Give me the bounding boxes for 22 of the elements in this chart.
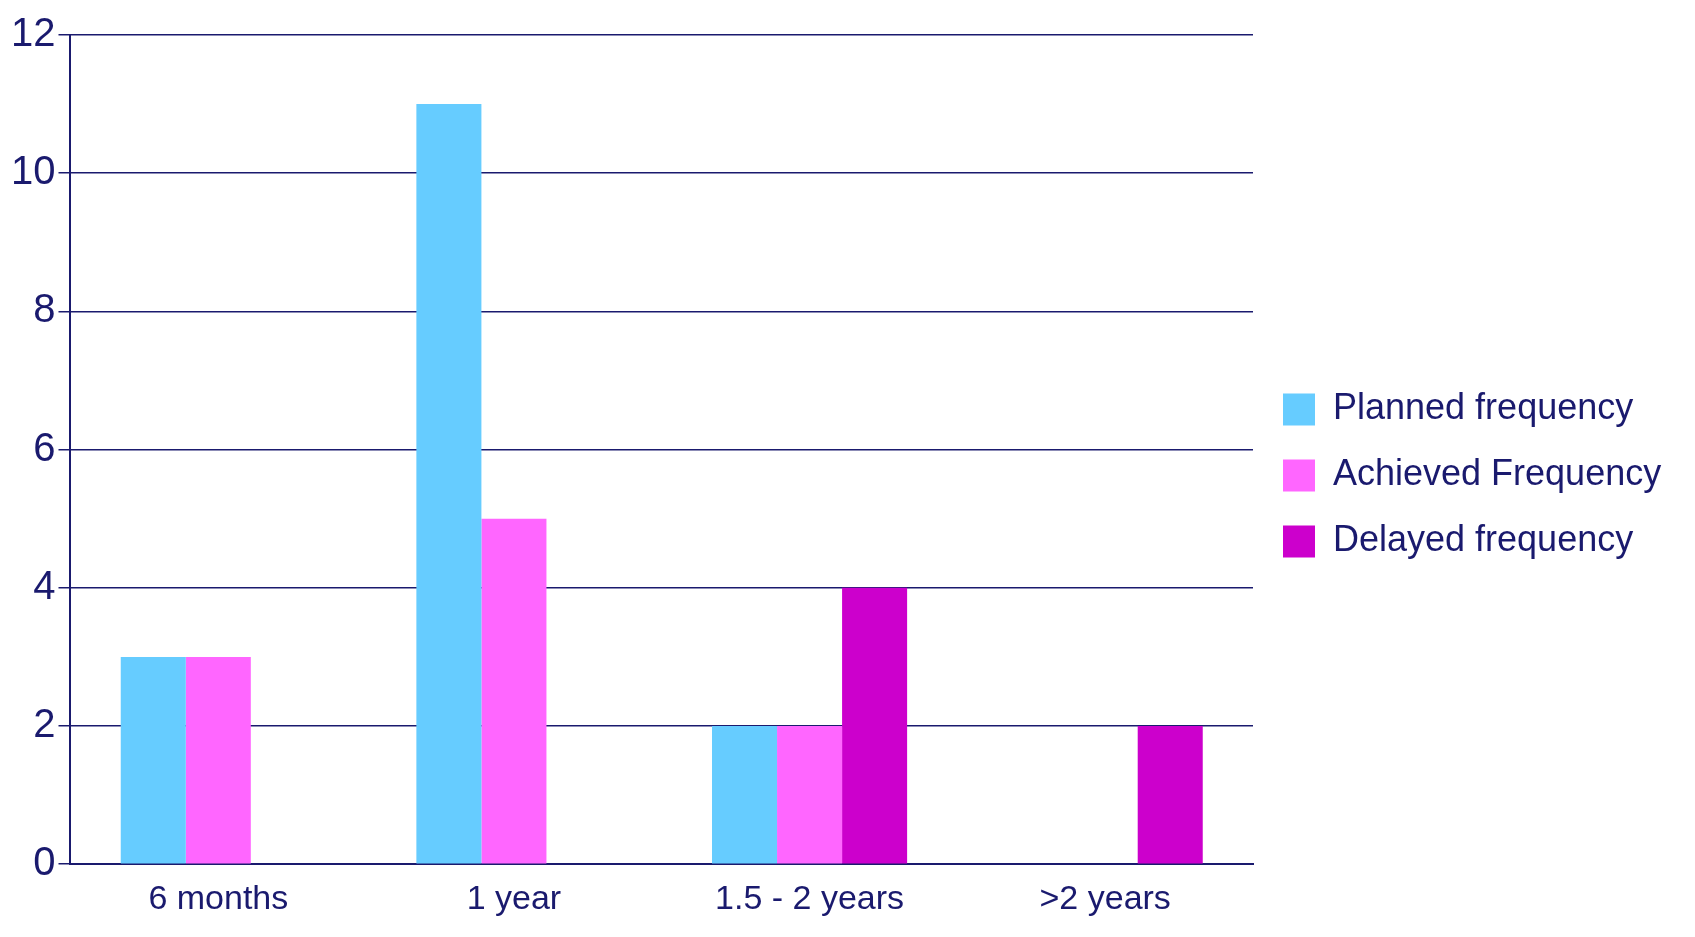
x-tick-label: >2 years	[1039, 877, 1171, 916]
x-tick-label: 6 months	[148, 877, 289, 916]
y-tick-label: 6	[33, 424, 56, 469]
y-tick-label: 2	[33, 701, 56, 746]
bar	[777, 726, 843, 864]
x-tick-label: 1.5 - 2 years	[715, 877, 905, 916]
x-tick-label: 1 year	[466, 877, 562, 916]
bar	[185, 656, 251, 864]
y-tick-label: 12	[10, 10, 56, 55]
bar	[416, 104, 482, 864]
bar	[120, 656, 186, 864]
bar	[481, 518, 547, 864]
bar	[712, 726, 778, 864]
y-tick-label: 8	[33, 286, 56, 331]
legend-label: Delayed frequency	[1333, 518, 1634, 560]
y-tick-label: 10	[10, 148, 56, 193]
y-tick-label: 0	[33, 839, 56, 884]
legend-label: Achieved Frequency	[1333, 452, 1662, 494]
bar	[842, 587, 908, 864]
y-tick-label: 4	[33, 562, 56, 607]
legend-label: Planned frequency	[1333, 386, 1634, 428]
bar	[1137, 726, 1203, 864]
